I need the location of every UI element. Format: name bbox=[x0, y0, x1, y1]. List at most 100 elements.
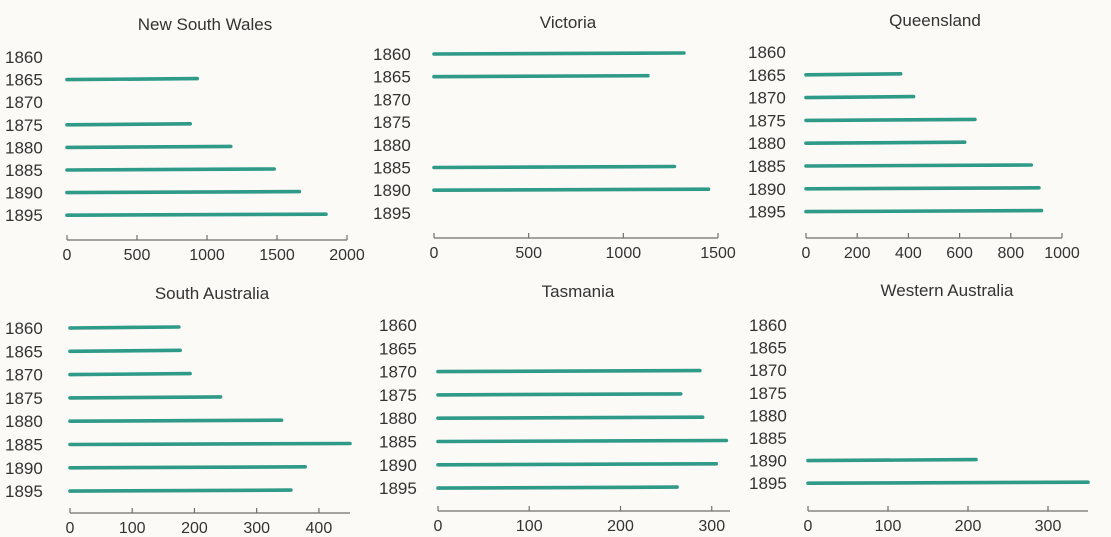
bar bbox=[65, 122, 192, 127]
bar bbox=[804, 208, 1044, 214]
x-tick-label: 100 bbox=[875, 518, 902, 535]
bar bbox=[804, 72, 903, 77]
bar bbox=[436, 461, 719, 467]
panel-title: Victoria bbox=[540, 13, 597, 32]
x-tick-label: 200 bbox=[181, 520, 208, 537]
category-label: 1880 bbox=[5, 412, 43, 431]
category-label: 1890 bbox=[5, 459, 43, 478]
x-tick-label: 1000 bbox=[1044, 245, 1080, 262]
category-label: 1860 bbox=[373, 45, 411, 64]
category-label: 1860 bbox=[379, 316, 417, 335]
category-label: 1875 bbox=[5, 389, 43, 408]
x-tick-label: 300 bbox=[1035, 518, 1062, 535]
x-tick-label: 400 bbox=[306, 520, 333, 537]
category-label: 1895 bbox=[5, 206, 43, 225]
x-tick-label: 200 bbox=[844, 245, 871, 262]
bar bbox=[804, 94, 916, 100]
bar bbox=[65, 76, 199, 82]
panel-title: Queensland bbox=[889, 11, 981, 30]
x-tick-label: 0 bbox=[802, 245, 811, 262]
category-label: 1880 bbox=[5, 138, 43, 157]
x-tick-label: 2000 bbox=[329, 247, 365, 264]
bar bbox=[436, 392, 683, 397]
bar bbox=[806, 457, 978, 463]
bar bbox=[804, 163, 1034, 168]
bar bbox=[436, 415, 705, 421]
x-tick-label: 1500 bbox=[259, 247, 295, 264]
x-tick-label: 0 bbox=[66, 520, 75, 537]
bar bbox=[68, 325, 181, 330]
bar bbox=[65, 167, 277, 172]
category-label: 1875 bbox=[748, 111, 786, 130]
bar bbox=[68, 464, 308, 470]
bar bbox=[68, 395, 223, 400]
bar bbox=[65, 212, 328, 217]
x-tick-label: 0 bbox=[63, 247, 72, 264]
panel-title: Western Australia bbox=[881, 281, 1014, 300]
category-label: 1895 bbox=[379, 479, 417, 498]
bar bbox=[432, 187, 711, 192]
bar bbox=[804, 117, 977, 123]
category-label: 1885 bbox=[379, 433, 417, 452]
x-tick-label: 0 bbox=[804, 518, 813, 535]
category-label: 1875 bbox=[379, 386, 417, 405]
bar bbox=[68, 418, 284, 424]
category-label: 1860 bbox=[5, 319, 43, 338]
x-tick-label: 1000 bbox=[606, 245, 642, 262]
x-tick-label: 1500 bbox=[700, 245, 736, 262]
category-label: 1895 bbox=[749, 474, 787, 493]
x-tick-label: 400 bbox=[895, 245, 922, 262]
category-label: 1885 bbox=[748, 157, 786, 176]
category-label: 1895 bbox=[748, 203, 786, 222]
category-label: 1860 bbox=[748, 43, 786, 62]
bar bbox=[804, 186, 1041, 191]
category-label: 1860 bbox=[5, 48, 43, 67]
bar bbox=[806, 480, 1090, 486]
category-label: 1880 bbox=[748, 134, 786, 153]
category-label: 1890 bbox=[748, 180, 786, 199]
category-label: 1865 bbox=[5, 342, 43, 361]
x-tick-label: 300 bbox=[698, 518, 725, 535]
bar bbox=[68, 441, 352, 447]
panel-title: South Australia bbox=[155, 284, 270, 303]
panel-title: Tasmania bbox=[542, 282, 615, 301]
category-label: 1875 bbox=[373, 113, 411, 132]
bar bbox=[436, 368, 702, 374]
category-label: 1895 bbox=[373, 204, 411, 223]
x-tick-label: 500 bbox=[124, 247, 151, 264]
x-tick-label: 100 bbox=[516, 518, 543, 535]
category-label: 1890 bbox=[5, 184, 43, 203]
category-label: 1865 bbox=[5, 71, 43, 90]
bar bbox=[436, 438, 729, 444]
category-label: 1880 bbox=[749, 406, 787, 425]
category-label: 1895 bbox=[5, 482, 43, 501]
x-tick-label: 1000 bbox=[189, 247, 225, 264]
x-tick-label: 300 bbox=[243, 520, 270, 537]
x-tick-label: 600 bbox=[946, 245, 973, 262]
x-tick-label: 200 bbox=[607, 518, 634, 535]
bar bbox=[68, 371, 192, 377]
category-label: 1885 bbox=[749, 429, 787, 448]
category-label: 1870 bbox=[749, 361, 787, 380]
category-label: 1875 bbox=[749, 384, 787, 403]
x-tick-label: 0 bbox=[434, 518, 443, 535]
bar bbox=[432, 73, 650, 79]
category-label: 1865 bbox=[379, 339, 417, 358]
x-tick-label: 500 bbox=[515, 245, 542, 262]
category-label: 1870 bbox=[748, 89, 786, 108]
bar bbox=[436, 485, 679, 490]
x-tick-label: 0 bbox=[430, 245, 439, 262]
category-label: 1885 bbox=[5, 161, 43, 180]
x-tick-label: 200 bbox=[955, 518, 982, 535]
category-label: 1860 bbox=[749, 316, 787, 335]
category-label: 1880 bbox=[373, 136, 411, 155]
category-label: 1865 bbox=[373, 68, 411, 87]
bar bbox=[432, 51, 686, 56]
category-label: 1875 bbox=[5, 116, 43, 135]
category-label: 1870 bbox=[379, 363, 417, 382]
bar bbox=[65, 144, 233, 150]
panel-title: New South Wales bbox=[138, 15, 272, 34]
category-label: 1890 bbox=[749, 452, 787, 471]
category-label: 1880 bbox=[379, 409, 417, 428]
